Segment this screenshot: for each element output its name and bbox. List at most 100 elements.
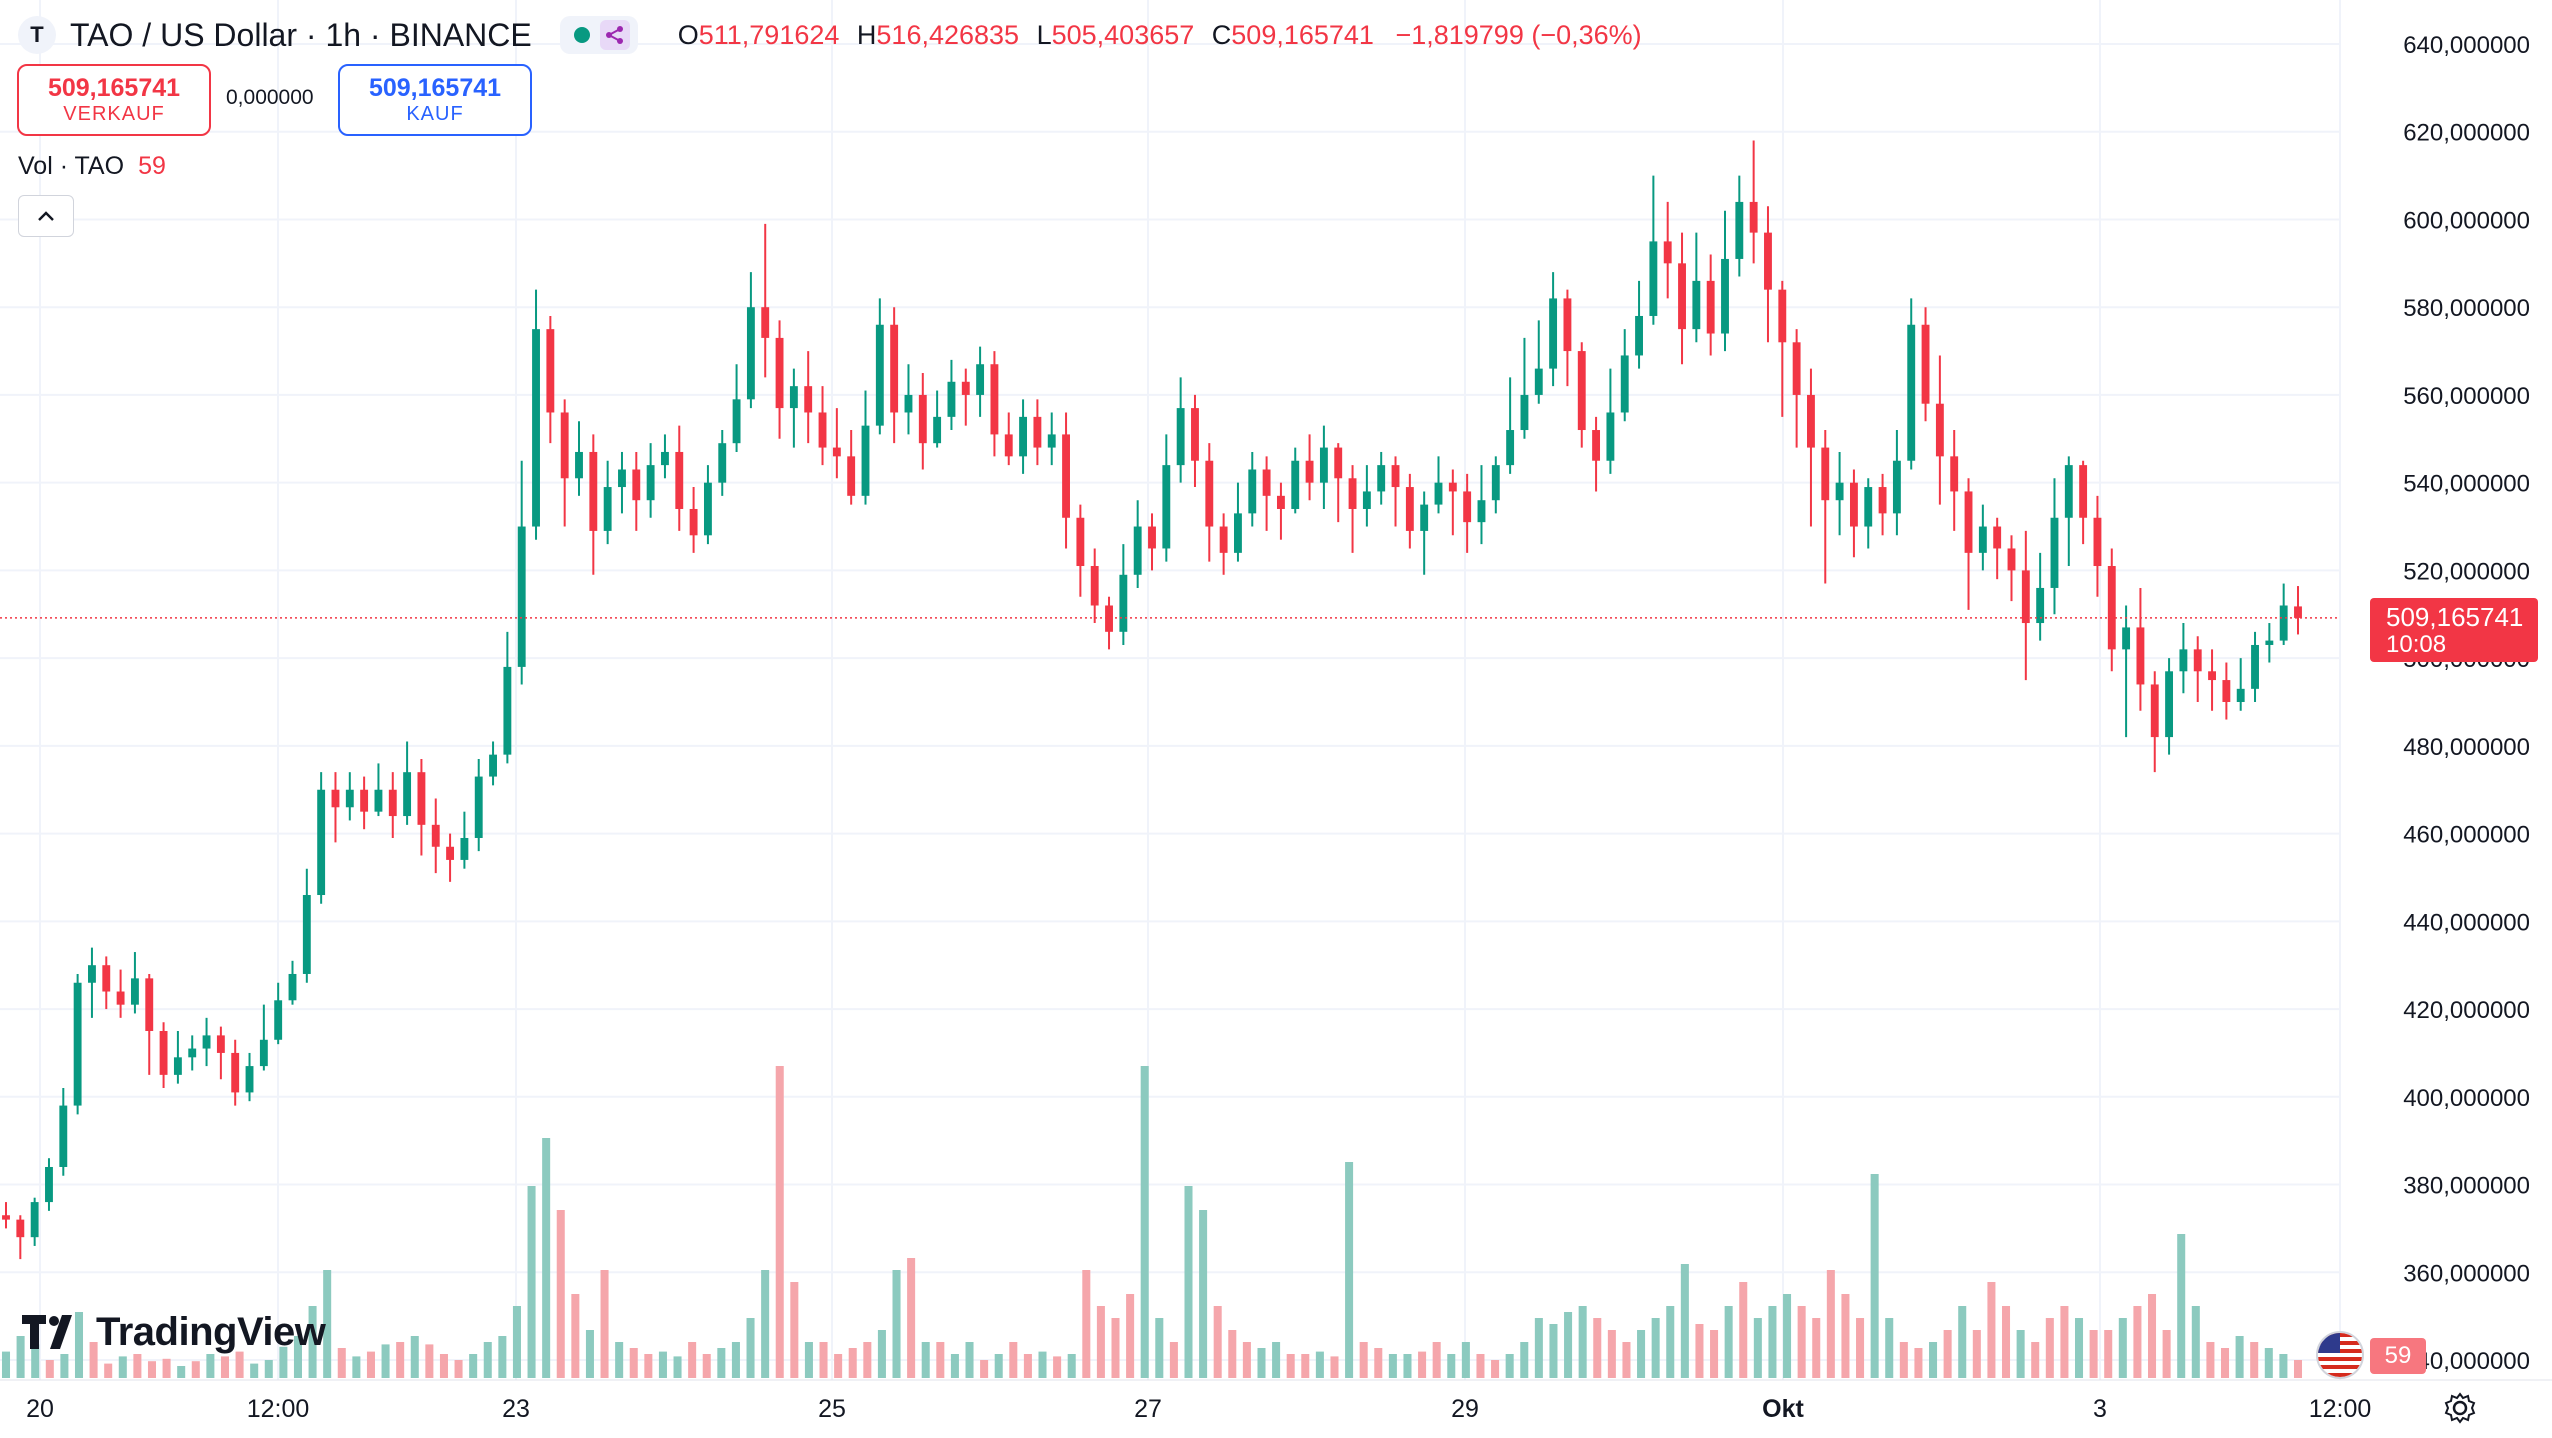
last-price-value: 509,165741 — [2386, 601, 2524, 632]
candle-body — [1663, 241, 1672, 264]
volume-bar — [615, 1342, 624, 1378]
volume-bar — [2104, 1330, 2113, 1378]
candle-body — [331, 789, 340, 808]
buy-button[interactable]: 509,165741 KAUF — [338, 64, 532, 136]
volume-legend-label: Vol · TAO — [18, 152, 125, 180]
candle-body — [603, 487, 612, 531]
collapse-legend-button[interactable] — [18, 195, 74, 237]
volume-bar — [1242, 1342, 1251, 1378]
candle-body — [145, 978, 154, 1031]
market-open-icon — [573, 27, 590, 43]
volume-bar — [1111, 1318, 1120, 1378]
candle-body — [646, 465, 655, 501]
volume-bar — [352, 1356, 361, 1378]
volume-bar — [863, 1342, 872, 1378]
low-label: L — [1036, 19, 1052, 50]
volume-bar — [1929, 1342, 1938, 1378]
volume-bar — [1607, 1330, 1616, 1378]
volume-bar — [2191, 1306, 2200, 1378]
volume-bar — [1710, 1330, 1719, 1378]
volume-value-label: 59 — [2370, 1338, 2426, 1374]
volume-bar — [177, 1366, 186, 1378]
candle-body — [1434, 482, 1443, 505]
volume-bar — [1870, 1174, 1879, 1378]
candle-body — [732, 399, 741, 444]
volume-bar — [2177, 1234, 2186, 1378]
volume-bar — [1666, 1306, 1675, 1378]
volume-bar — [1, 1351, 11, 1378]
candle-body — [1592, 430, 1601, 461]
volume-bar — [250, 1363, 259, 1378]
volume-bar — [1739, 1282, 1748, 1378]
candle-body — [1950, 456, 1959, 492]
price-axis[interactable]: 640,000000 620,000000 600,000000 580,000000… — [2403, 32, 2530, 1375]
volume-legend[interactable]: Vol · TAO 59 — [18, 152, 166, 181]
candle-body — [274, 1000, 283, 1040]
volume-bar — [877, 1330, 886, 1378]
price-tick-label: 360,000000 — [2403, 1260, 2530, 1287]
volume-bar — [2060, 1306, 2069, 1378]
volume-bar — [2147, 1294, 2157, 1378]
candle-body — [1534, 368, 1543, 395]
volume-bar — [483, 1342, 492, 1378]
volume-bar — [1330, 1356, 1339, 1378]
candle-body — [1305, 460, 1314, 483]
candle-body — [1176, 408, 1185, 466]
volume-bar — [2002, 1306, 2011, 1378]
volume-bar — [16, 1336, 25, 1378]
volume-bar — [1359, 1342, 1368, 1378]
market-status-pill[interactable] — [559, 16, 638, 54]
chevron-up-icon — [38, 211, 54, 221]
volume-bar — [1914, 1348, 1923, 1378]
ohlc-legend: O511,791624 H516,426835 L505,403657 C509… — [668, 20, 1642, 51]
volume-bar — [2220, 1348, 2230, 1378]
volume-bar — [702, 1354, 711, 1378]
candle-body — [1563, 298, 1572, 352]
candle-body — [1807, 394, 1815, 448]
candle-body — [2079, 465, 2088, 518]
candle-body — [1234, 513, 1242, 553]
candle-body — [1549, 298, 1558, 369]
candle-body — [1162, 465, 1171, 549]
volume-bar — [512, 1306, 521, 1378]
candle-body — [904, 394, 913, 413]
volume-bar — [439, 1354, 448, 1378]
volume-bar — [293, 1336, 302, 1378]
volume-bar — [585, 1330, 594, 1378]
candle-body — [245, 1066, 254, 1093]
volume-bar — [1520, 1342, 1529, 1378]
volume-bar — [1461, 1342, 1470, 1378]
candle-body — [1692, 280, 1701, 330]
volume-bar — [1126, 1294, 1135, 1378]
volume-bar — [717, 1348, 726, 1378]
time-axis[interactable]: 20 12:00 23 25 27 29 Okt 3 12:00 — [26, 1395, 2371, 1423]
symbol-title[interactable]: TAO / US Dollar · 1h · BINANCE — [70, 16, 532, 53]
candle-body — [1105, 605, 1113, 632]
volume-bar — [60, 1354, 69, 1378]
price-tick-label: 460,000000 — [2403, 822, 2530, 849]
tradingview-logo[interactable]: TradingView — [22, 1310, 326, 1355]
volume-bar — [89, 1342, 98, 1378]
candle-body — [1348, 478, 1357, 509]
candle-body — [1821, 447, 1830, 501]
candle-body — [2236, 688, 2245, 702]
volume-bar — [1680, 1264, 1689, 1378]
candle-body — [1262, 469, 1271, 496]
candle-body — [804, 386, 813, 413]
volume-bar — [2075, 1318, 2084, 1378]
candle-body — [2122, 627, 2131, 650]
volume-bar — [366, 1351, 375, 1378]
volume-bar — [2016, 1330, 2025, 1378]
volume-bar — [658, 1351, 667, 1378]
candle-body — [1649, 241, 1658, 316]
candle-body — [618, 469, 626, 488]
volume-bar — [1213, 1306, 1222, 1378]
sell-button[interactable]: 509,165741 VERKAUF — [17, 64, 211, 136]
gear-icon[interactable] — [2442, 1390, 2478, 1426]
share-icon[interactable] — [599, 20, 630, 50]
symbol-icon[interactable]: T — [18, 16, 56, 54]
candle-body — [789, 386, 798, 409]
volume-bar — [1053, 1356, 1062, 1378]
us-flag-icon[interactable] — [2316, 1331, 2364, 1379]
